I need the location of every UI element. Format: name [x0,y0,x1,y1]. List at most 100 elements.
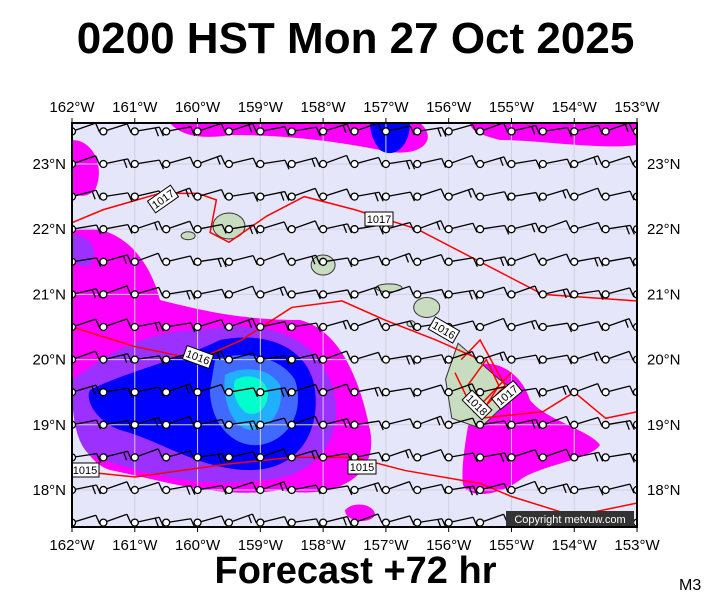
station-circle [538,420,547,429]
barb-feather [373,287,378,296]
barb-feather [503,351,509,362]
barb-feather [154,418,159,427]
barb-feather [284,191,290,201]
station-circle [475,453,485,462]
barb-shaft [605,350,630,361]
station-circle [507,355,516,364]
wind-barb [287,254,321,266]
station-circle [413,290,422,299]
wind-barb [350,513,383,527]
station-circle [318,453,328,462]
wind-barb [475,256,510,267]
wind-barb [350,255,384,266]
wind-barb [287,187,320,201]
barb-feather [629,483,635,494]
barb-shaft [605,287,630,296]
station-circle [350,290,359,299]
barb-shaft [417,157,442,165]
barb-shaft [605,224,631,230]
barb-shaft [260,515,285,524]
barb-feather [190,126,196,137]
wind-barb [318,257,353,268]
wind-barb [538,253,572,266]
station-circle [162,388,171,397]
barb-shaft [354,386,380,393]
station-circle [256,388,265,397]
barb-feather [127,192,133,203]
station-circle [538,159,547,169]
wind-barb [381,448,415,462]
station-circle [413,485,422,495]
station-circle [287,257,296,266]
barb-feather [279,482,284,492]
barb-feather [598,485,604,496]
station-circle [444,290,453,299]
barb-shaft [385,418,411,426]
station-circle [193,127,202,136]
barb-feather [95,288,101,298]
barb-feather [279,287,284,297]
wind-barb [601,452,635,463]
wind-barb [224,254,258,266]
barb-shaft [228,352,254,361]
barb-shaft [166,289,191,296]
station-circle [99,420,108,429]
station-circle [99,518,108,527]
station-circle [381,388,391,397]
station-circle [224,518,234,527]
station-circle [570,192,579,201]
barb-feather [468,486,473,496]
barb-shaft [134,448,159,459]
station-circle [350,159,359,169]
barb-shaft [323,289,348,296]
station-circle [130,420,139,429]
barb-shaft [417,188,442,198]
barb-shaft [103,223,129,230]
isobar-label-text: 1015 [73,465,97,477]
barb-feather [377,513,383,524]
barb-shaft [385,159,411,165]
barb-feather [342,224,348,234]
station-circle [256,453,265,462]
station-circle [601,290,610,299]
station-circle [193,257,202,266]
lon-label-top: 157°W [363,99,409,116]
barb-feather [154,518,159,527]
station-circle [287,322,296,332]
barb-feather [406,160,411,170]
barb-feather [440,254,446,264]
barb-shaft [417,354,442,361]
barb-shaft [479,482,505,491]
station-circle [570,225,579,234]
barb-feather [127,387,133,398]
wind-barb [381,387,416,398]
barb-shaft [103,318,128,328]
barb-feather [157,221,164,231]
barb-shaft [291,289,317,296]
barb-feather [628,318,634,328]
wind-barb [475,482,509,495]
barb-feather [314,188,320,198]
barb-feather [593,352,598,362]
barb-shaft [134,190,160,198]
isobar-label-box [491,379,523,411]
barb-feather [91,191,96,200]
map-frame [71,122,638,528]
wind-barb [193,418,227,429]
barb-shaft [511,222,536,230]
station-circle [224,453,234,462]
barb-feather [377,123,383,133]
barb-shaft [448,320,474,328]
barb-feather [314,415,320,426]
barb-feather [566,189,572,199]
barb-shaft [260,417,285,426]
barb-feather [283,481,289,492]
barb-feather [408,253,415,263]
station-circle [507,453,516,462]
station-circle [570,322,579,332]
barb-shaft [479,191,505,198]
wind-barb [287,449,321,462]
barb-feather [440,384,446,395]
barb-feather [284,321,290,331]
barb-feather [472,320,478,331]
